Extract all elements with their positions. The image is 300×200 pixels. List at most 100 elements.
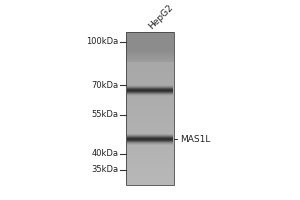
Bar — [126, 138, 174, 139]
Bar — [126, 90, 174, 91]
Bar — [126, 182, 174, 183]
Bar — [126, 174, 174, 175]
Bar — [126, 151, 174, 152]
Bar — [126, 111, 174, 112]
Bar — [126, 152, 174, 153]
Bar — [126, 171, 174, 172]
Bar — [127, 92, 173, 93]
Bar — [126, 105, 174, 106]
Bar — [126, 164, 174, 165]
Bar — [126, 140, 174, 141]
Text: 100kDa: 100kDa — [86, 37, 118, 46]
Bar — [126, 69, 174, 70]
Bar — [127, 87, 173, 88]
Bar — [127, 137, 173, 138]
Bar — [126, 97, 174, 98]
Text: HepG2: HepG2 — [147, 2, 175, 31]
Bar — [126, 37, 174, 38]
Bar — [126, 40, 174, 41]
Bar — [126, 135, 174, 136]
Bar — [126, 150, 174, 151]
Bar — [126, 146, 174, 147]
Bar — [126, 130, 174, 131]
Bar — [127, 92, 173, 93]
Bar — [126, 47, 174, 48]
Bar — [127, 136, 173, 137]
Bar — [126, 122, 174, 123]
Bar — [126, 178, 174, 179]
Bar — [126, 117, 174, 118]
Bar — [126, 52, 174, 53]
Bar — [126, 98, 174, 99]
Bar — [126, 61, 174, 62]
Bar — [126, 41, 174, 42]
Bar — [126, 122, 174, 123]
Bar — [126, 43, 174, 44]
Bar — [126, 94, 174, 95]
Bar — [126, 144, 174, 145]
Bar — [126, 32, 174, 185]
Bar — [127, 88, 173, 89]
Bar — [126, 93, 174, 94]
Bar — [126, 178, 174, 179]
Bar — [127, 135, 173, 136]
Bar — [127, 95, 173, 96]
Bar — [126, 179, 174, 180]
Bar — [127, 134, 173, 135]
Bar — [126, 74, 174, 75]
Bar — [126, 98, 174, 99]
Bar — [126, 148, 174, 149]
Bar — [126, 95, 174, 96]
Bar — [126, 46, 174, 47]
Bar — [126, 82, 174, 83]
Bar — [127, 93, 173, 94]
Bar — [126, 42, 174, 43]
Bar — [126, 120, 174, 121]
Bar — [126, 173, 174, 174]
Bar — [127, 88, 173, 89]
Bar — [126, 168, 174, 169]
Bar — [126, 96, 174, 97]
Bar — [126, 163, 174, 164]
Bar — [127, 143, 173, 144]
Bar — [126, 132, 174, 133]
Bar — [126, 68, 174, 69]
Bar — [126, 121, 174, 122]
Bar — [126, 64, 174, 65]
Bar — [126, 112, 174, 113]
Bar — [126, 139, 174, 140]
Bar — [126, 34, 174, 35]
Bar — [127, 138, 173, 139]
Bar — [126, 66, 174, 67]
Bar — [126, 104, 174, 105]
Bar — [126, 126, 174, 127]
Bar — [126, 76, 174, 77]
Bar — [126, 45, 174, 46]
Bar — [126, 184, 174, 185]
Bar — [126, 115, 174, 116]
Bar — [126, 33, 174, 34]
Bar — [126, 124, 174, 125]
Bar — [126, 153, 174, 154]
Bar — [126, 108, 174, 109]
Text: 35kDa: 35kDa — [92, 165, 118, 174]
Bar — [126, 147, 174, 148]
Bar — [126, 73, 174, 74]
Bar — [126, 63, 174, 64]
Bar — [126, 99, 174, 100]
Bar — [126, 101, 174, 102]
Bar — [126, 60, 174, 61]
Text: 70kDa: 70kDa — [92, 81, 118, 90]
Bar — [126, 65, 174, 66]
Bar — [126, 129, 174, 130]
Bar — [127, 136, 173, 137]
Bar — [127, 85, 173, 86]
Bar — [126, 87, 174, 88]
Bar — [126, 74, 174, 75]
Bar — [126, 89, 174, 90]
Bar — [127, 144, 173, 145]
Bar — [126, 151, 174, 152]
Bar — [127, 140, 173, 141]
Bar — [127, 142, 173, 143]
Bar — [126, 46, 174, 47]
